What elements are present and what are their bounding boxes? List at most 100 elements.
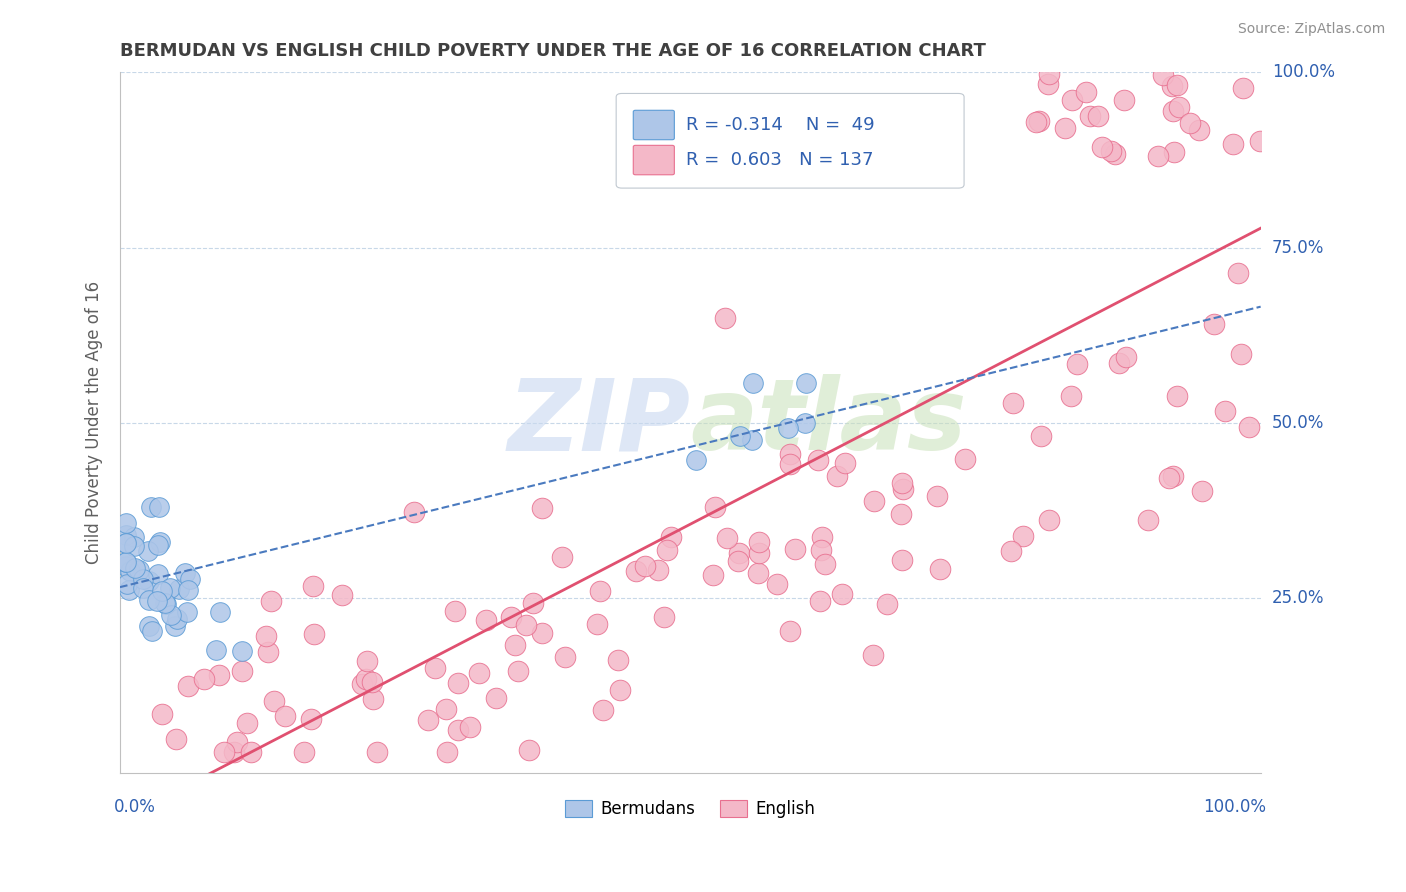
Point — [152, 706, 174, 721]
Point — [793, 417, 815, 431]
Point — [118, 583, 141, 598]
Point — [1038, 513, 1060, 527]
Point — [652, 610, 675, 624]
Point — [1112, 93, 1135, 107]
Text: 0.0%: 0.0% — [114, 798, 156, 816]
Point — [716, 531, 738, 545]
Point — [136, 544, 159, 558]
Point — [530, 626, 553, 640]
Point — [350, 677, 373, 691]
Point — [1029, 429, 1052, 443]
Point — [1191, 483, 1213, 498]
Point — [485, 690, 508, 705]
Point — [146, 566, 169, 581]
Point — [550, 549, 572, 564]
Point — [1222, 137, 1244, 152]
Point — [1249, 134, 1271, 148]
Point — [876, 597, 898, 611]
Point — [928, 562, 950, 576]
Point — [240, 745, 263, 759]
Point — [299, 712, 322, 726]
Point — [862, 648, 884, 663]
Text: 25.0%: 25.0% — [1272, 590, 1324, 607]
Point — [808, 594, 831, 608]
Point — [647, 563, 669, 577]
Point — [114, 536, 136, 550]
Point — [356, 672, 378, 686]
Point — [747, 566, 769, 580]
Point — [1074, 86, 1097, 100]
Text: ZIP: ZIP — [508, 375, 690, 472]
Text: R =  0.603   N = 137: R = 0.603 N = 137 — [686, 151, 873, 169]
Point — [741, 376, 763, 390]
Point — [330, 588, 353, 602]
Point — [423, 661, 446, 675]
Point — [176, 605, 198, 619]
Point — [1227, 266, 1250, 280]
Point — [177, 679, 200, 693]
Point — [436, 745, 458, 759]
Point — [1000, 544, 1022, 558]
Text: 100.0%: 100.0% — [1272, 63, 1334, 81]
Point — [724, 150, 747, 164]
Point — [138, 593, 160, 607]
Point — [356, 654, 378, 668]
Point — [273, 709, 295, 723]
Point — [165, 618, 187, 632]
Point — [609, 683, 631, 698]
Point — [657, 543, 679, 558]
Point — [446, 676, 468, 690]
Point — [624, 564, 647, 578]
Point — [1136, 513, 1159, 527]
Point — [1232, 81, 1254, 95]
Point — [115, 516, 138, 530]
Point — [141, 500, 163, 514]
Point — [302, 627, 325, 641]
Point — [531, 500, 554, 515]
Point — [1147, 149, 1170, 163]
Point — [177, 583, 200, 598]
Point — [131, 581, 153, 595]
Point — [606, 653, 628, 667]
Point — [713, 310, 735, 325]
Point — [776, 421, 799, 435]
Point — [831, 587, 853, 601]
Point — [810, 530, 832, 544]
Point — [589, 584, 612, 599]
Point — [728, 429, 751, 443]
Point — [779, 457, 801, 471]
Point — [114, 527, 136, 541]
Point — [174, 566, 197, 580]
Point — [891, 553, 914, 567]
Point — [1178, 115, 1201, 129]
Point — [1161, 469, 1184, 483]
Point — [114, 555, 136, 569]
Legend: Bermudans, English: Bermudans, English — [558, 793, 823, 825]
Point — [114, 555, 136, 569]
Point — [554, 650, 576, 665]
Point — [204, 643, 226, 657]
Text: 50.0%: 50.0% — [1272, 414, 1324, 432]
Point — [825, 468, 848, 483]
Point — [366, 745, 388, 759]
Point — [1002, 396, 1025, 410]
Point — [1025, 114, 1047, 128]
Point — [834, 456, 856, 470]
Point — [1066, 357, 1088, 371]
Point — [634, 558, 657, 573]
Point — [1099, 144, 1122, 158]
Point — [122, 530, 145, 544]
Point — [468, 666, 491, 681]
Point — [1239, 419, 1261, 434]
Text: Source: ZipAtlas.com: Source: ZipAtlas.com — [1237, 22, 1385, 37]
Point — [499, 609, 522, 624]
Point — [167, 582, 190, 597]
Point — [128, 563, 150, 577]
Point — [1028, 114, 1050, 128]
Point — [925, 489, 948, 503]
Point — [155, 597, 177, 611]
Point — [1087, 109, 1109, 123]
FancyBboxPatch shape — [633, 111, 675, 140]
Point — [702, 568, 724, 582]
Point — [727, 554, 749, 568]
